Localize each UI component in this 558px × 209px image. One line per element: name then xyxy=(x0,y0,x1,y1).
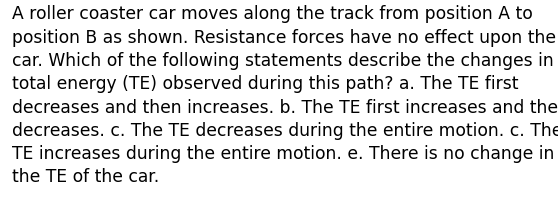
Text: A roller coaster car moves along the track from position A to
position B as show: A roller coaster car moves along the tra… xyxy=(12,5,558,186)
